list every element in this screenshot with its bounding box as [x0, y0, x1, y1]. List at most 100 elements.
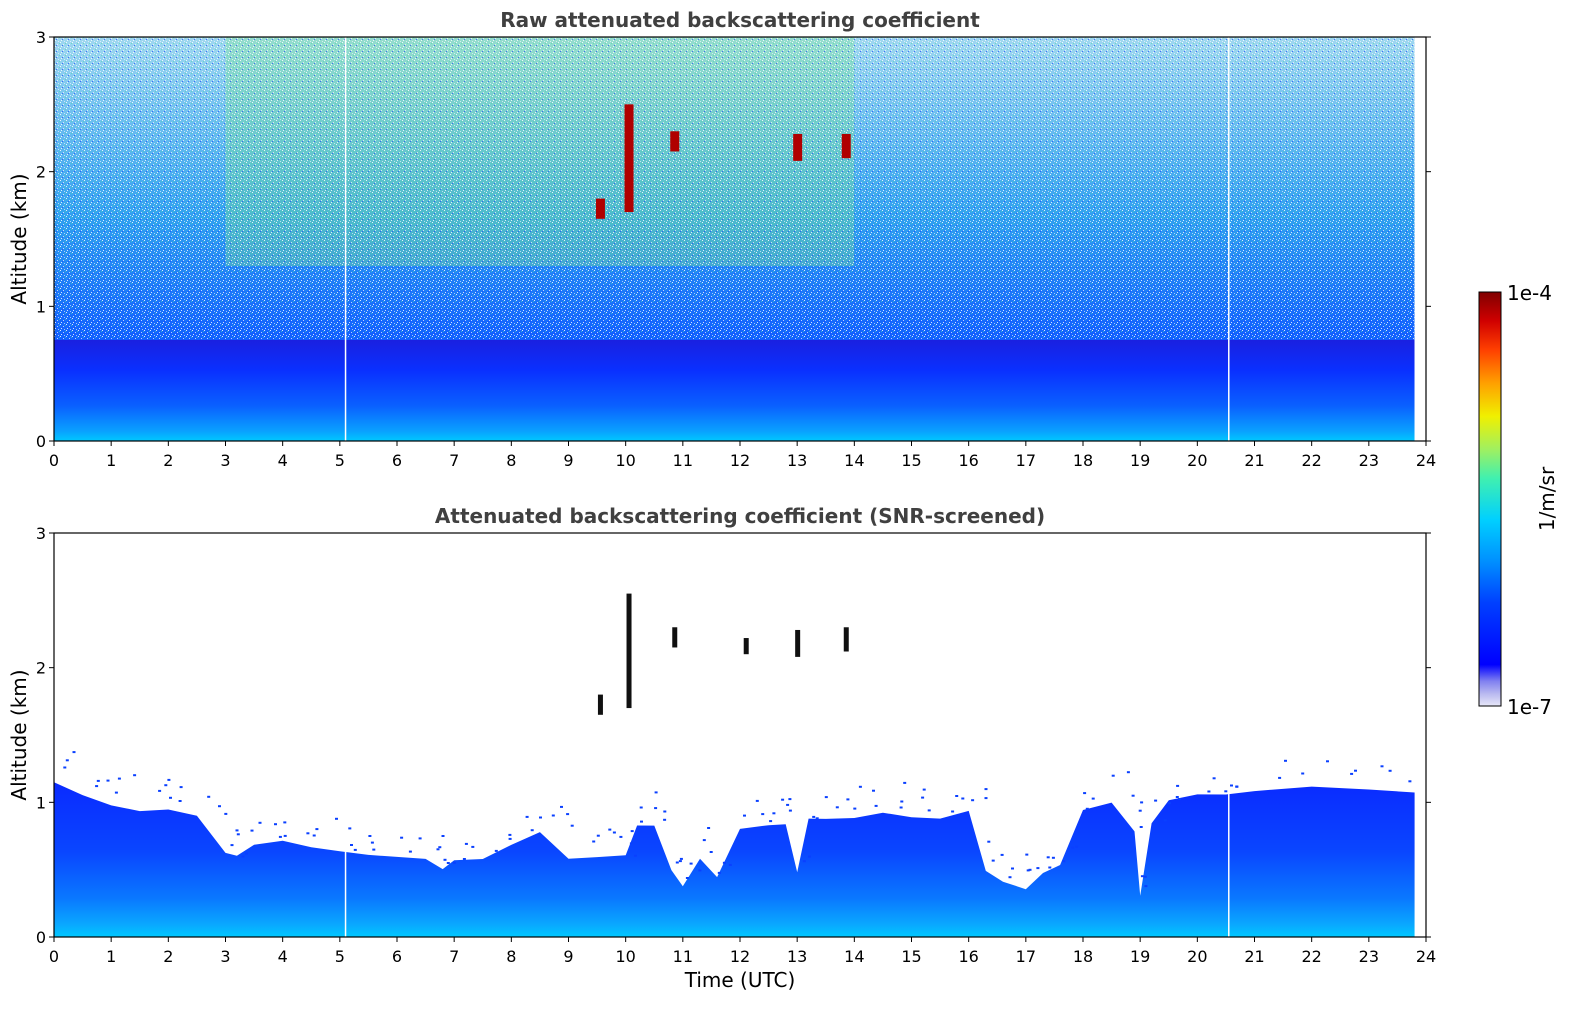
x-tick-label: 6	[392, 947, 402, 966]
snr-speckle	[570, 824, 574, 827]
snr-speckle	[114, 791, 118, 794]
x-tick-label: 9	[563, 451, 573, 470]
snr-speckle	[630, 830, 634, 833]
snr-speckle	[179, 786, 183, 789]
snr-speckle	[984, 797, 988, 800]
snr-speckle	[348, 827, 352, 830]
x-tick-label: 5	[335, 947, 345, 966]
snr-speckle	[728, 863, 732, 866]
x-tick-label: 8	[506, 947, 516, 966]
colorbar-gradient	[1478, 291, 1502, 707]
x-tick-label: 22	[1301, 451, 1321, 470]
snr-speckle	[788, 809, 792, 812]
snr-speckle	[1085, 807, 1089, 810]
snr-speckle	[1131, 794, 1135, 797]
x-tick-label: 18	[1073, 451, 1093, 470]
snr-speckle	[858, 785, 862, 788]
x-tick-label: 23	[1359, 451, 1379, 470]
snr-speckle	[1178, 798, 1182, 800]
snr-speckle	[96, 779, 100, 782]
snr-speckle	[1408, 780, 1412, 783]
x-tick-label: 2	[163, 451, 173, 470]
snr-speckle	[1163, 819, 1167, 822]
snr-speckle	[654, 791, 658, 794]
x-tick-label: 2	[163, 947, 173, 966]
snr-speckle	[802, 860, 806, 863]
snr-speckle	[1008, 876, 1012, 879]
snr-speckle	[1235, 785, 1239, 788]
x-tick-label: 11	[673, 451, 693, 470]
snr-speckle	[1048, 866, 1052, 869]
y-tick-label: 2	[36, 163, 46, 182]
snr-speckle	[835, 806, 839, 809]
snr-speckle	[1071, 846, 1075, 849]
snr-speckle	[306, 832, 310, 835]
snr-speckle	[991, 859, 995, 862]
snr-speckle	[769, 820, 773, 823]
snr-speckle	[722, 861, 726, 864]
snr-speckle	[1176, 784, 1180, 787]
x-tick-label: 23	[1359, 947, 1379, 966]
snr-speckle	[1350, 772, 1354, 775]
snr-speckle	[804, 840, 808, 843]
snr-speckle	[592, 840, 596, 843]
snr-speckle	[1140, 801, 1144, 804]
x-tick-label: 19	[1130, 947, 1150, 966]
snr-speckle	[874, 804, 878, 807]
snr-speckle	[462, 858, 466, 860]
snr-speckle	[1207, 790, 1211, 793]
raw-surface-layer	[54, 340, 1415, 441]
snr-speckle	[788, 798, 792, 801]
raw-cloud-patch	[841, 133, 851, 159]
snr-speckle	[283, 821, 287, 824]
snr-speckle	[1175, 796, 1179, 798]
x-tick-label: 6	[392, 451, 402, 470]
snr-speckle	[446, 862, 450, 864]
snr-speckle	[1167, 802, 1171, 805]
snr-speckle	[1000, 853, 1004, 856]
raw-cloud-patch	[670, 131, 680, 152]
snr-speckle	[241, 855, 245, 858]
x-tick-label: 1	[106, 451, 116, 470]
snr-speckle	[274, 823, 277, 826]
snr-speckle	[633, 854, 637, 857]
snr-speckle	[525, 815, 529, 818]
snr-speckle	[418, 837, 422, 840]
x-tick-label: 14	[844, 451, 864, 470]
snr-speckle	[1036, 867, 1040, 870]
snr-speckle	[679, 857, 683, 860]
x-tick-label: 13	[787, 451, 807, 470]
snr-speckle	[278, 835, 282, 838]
snr-speckle	[1138, 809, 1142, 812]
snr-speckle	[438, 846, 442, 849]
snr-speckle	[781, 798, 785, 801]
x-tick-label: 16	[958, 947, 978, 966]
snr-screened-panel: Attenuated backscattering coefficient (S…	[7, 504, 1436, 992]
snr-speckle	[350, 844, 353, 846]
snr-speckle	[1126, 771, 1130, 774]
snr-speckle	[560, 805, 563, 808]
snr-heatmap	[54, 593, 1415, 937]
snr-speckle	[464, 842, 468, 845]
snr-cloud-patch	[795, 629, 801, 657]
raw-panel-title: Raw attenuated backscattering coefficien…	[500, 8, 980, 32]
snr-speckle	[1075, 845, 1079, 848]
snr-speckle	[106, 779, 110, 782]
snr-speckle	[971, 799, 975, 802]
snr-speckle	[1062, 860, 1066, 863]
snr-speckle	[566, 813, 570, 816]
snr-speckle	[786, 803, 790, 806]
x-tick-label: 21	[1244, 947, 1264, 966]
colorbar-min-label: 1e-7	[1507, 695, 1552, 719]
snr-speckle	[772, 812, 776, 815]
snr-cloud-patch	[843, 627, 849, 652]
snr-speckle	[1091, 797, 1095, 800]
snr-speckle	[117, 777, 121, 780]
snr-speckle	[596, 834, 600, 837]
snr-speckle	[164, 784, 168, 787]
snr-speckle	[1230, 784, 1233, 787]
x-tick-label: 15	[901, 947, 921, 966]
snr-speckle	[218, 805, 221, 808]
colorbar: 1e-4 1e-7 1/m/sr	[1478, 281, 1559, 719]
